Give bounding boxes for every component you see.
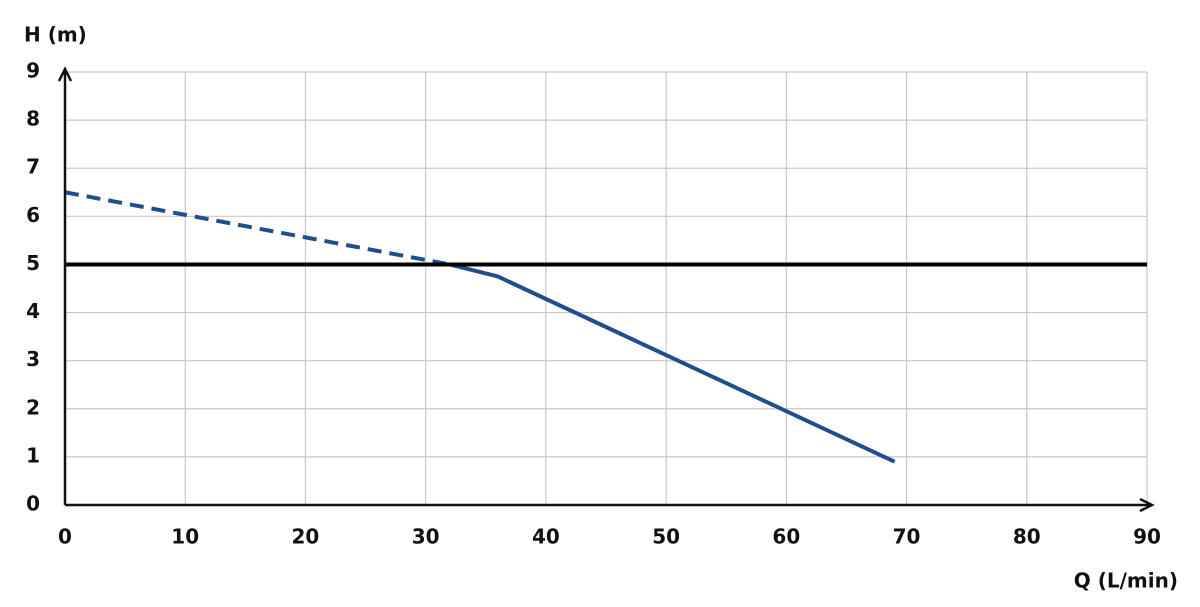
y-tick-label: 6 [26, 203, 40, 227]
data-line [449, 262, 896, 464]
x-tick-label: 40 [532, 525, 560, 549]
y-tick-label: 7 [26, 155, 40, 179]
y-tick-label: 0 [26, 492, 40, 516]
x-tick-label: 70 [893, 525, 921, 549]
data-line [64, 190, 451, 267]
y-tick-label: 3 [26, 347, 40, 371]
y-arrow [57, 66, 73, 82]
x-tick-label: 30 [412, 525, 440, 549]
y-tick-label: 8 [26, 107, 40, 131]
x-tick-label: 0 [58, 525, 72, 549]
y-tick-label: 4 [26, 299, 40, 323]
series [64, 190, 1147, 464]
x-tick-label: 60 [772, 525, 800, 549]
x-tick-label: 10 [171, 525, 199, 549]
x-tick-label: 20 [292, 525, 320, 549]
x-arrow [1139, 497, 1155, 513]
y-tick-label: 5 [26, 251, 40, 275]
grid [64, 71, 1148, 506]
x-tick-label: 80 [1013, 525, 1041, 549]
x-axis-label: Q (L/min) [1074, 569, 1178, 593]
y-tick-label: 1 [26, 443, 40, 467]
y-tick-label: 9 [26, 59, 40, 83]
y-tick-label: 2 [26, 395, 40, 419]
y-axis-label: H (m) [24, 23, 87, 47]
x-tick-label: 90 [1133, 525, 1161, 549]
x-tick-label: 50 [652, 525, 680, 549]
